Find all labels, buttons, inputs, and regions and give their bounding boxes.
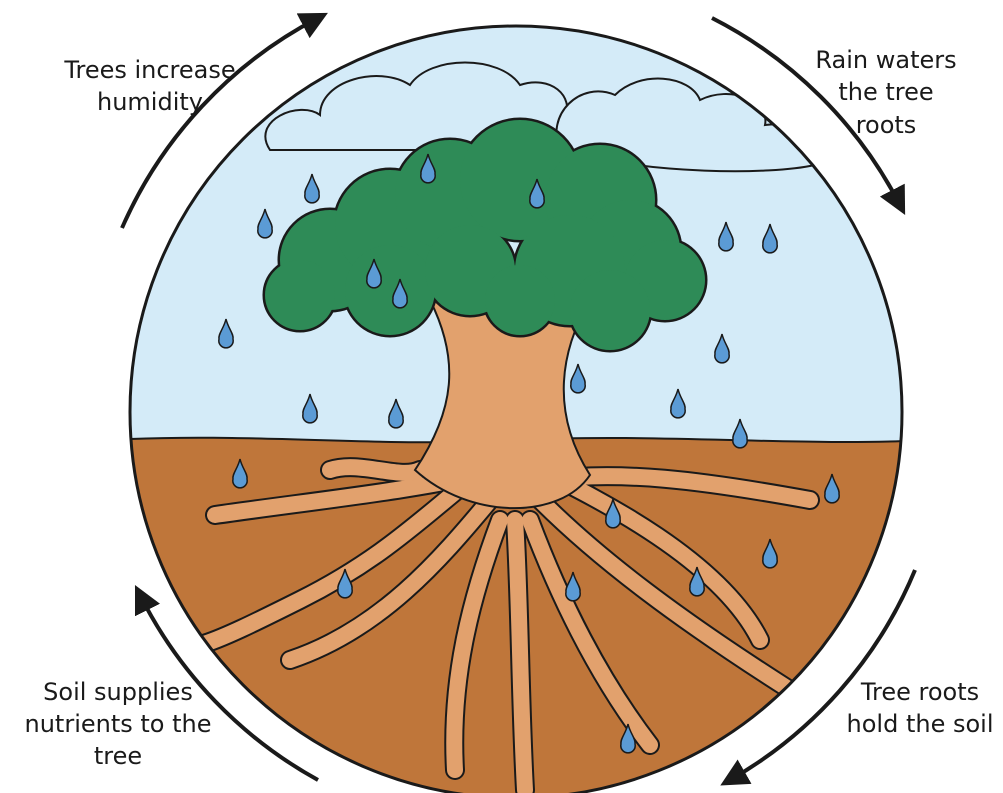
label-line: tree [94, 742, 142, 770]
label-line: Soil supplies [43, 678, 193, 706]
scene [110, 20, 930, 793]
label-line: Rain waters [815, 46, 956, 74]
label: Trees increase humidity [63, 56, 235, 116]
diagram: Trees increase humidity Rain waters the … [0, 0, 1003, 793]
label-line: hold the soil [847, 710, 994, 738]
label-line: the tree [838, 78, 933, 106]
label-line: nutrients to the [25, 710, 212, 738]
label-line: humidity [97, 88, 203, 116]
label-line: roots [856, 111, 917, 139]
label-line: Trees increase [63, 56, 235, 84]
label: Soil supplies nutrients to the tree [25, 678, 212, 770]
page: {"labels": [ {"lines": ["Trees increase"… [0, 0, 1003, 793]
label-line: Tree roots [860, 678, 979, 706]
label: Tree roots hold the soil [847, 678, 994, 738]
label: Rain waters the tree roots [815, 46, 956, 139]
